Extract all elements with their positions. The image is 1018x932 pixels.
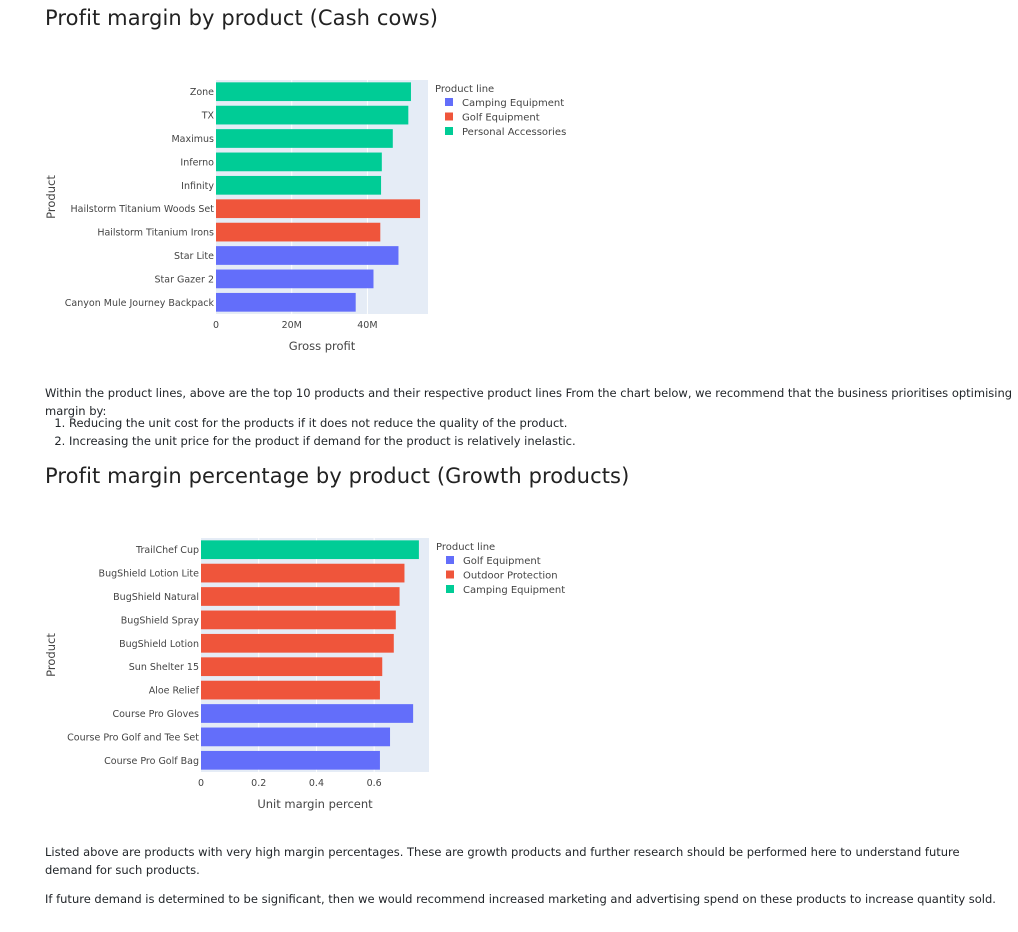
x-tick-label: 0.2 [251,778,266,789]
y-tick-label: BugShield Lotion [119,639,199,650]
bar[interactable] [201,704,414,723]
bar[interactable] [216,105,409,125]
x-tick-label: 0.6 [367,778,382,789]
bar[interactable] [201,587,400,606]
y-tick-label: BugShield Spray [121,615,200,626]
x-tick-label: 0.4 [309,778,324,789]
legend-swatch[interactable] [446,585,454,593]
y-tick-label: Maximus [171,134,214,145]
y-tick-label: Star Gazer 2 [155,274,215,285]
x-tick-label: 0 [213,320,219,331]
y-tick-label: TX [201,111,215,122]
y-tick-label: Infinity [181,181,214,192]
section-title-growth-products: Profit margin percentage by product (Gro… [45,464,630,488]
y-tick-label: Hailstorm Titanium Irons [97,228,214,239]
bar[interactable] [201,563,405,583]
legend-item[interactable]: Outdoor Protection [463,571,558,582]
y-tick-label: Course Pro Gloves [112,709,199,720]
recommendation-item: Increasing the unit price for the produc… [69,432,576,450]
bar[interactable] [201,680,380,700]
growth-products-bar-chart: TrailChef Cup BugShield Lotion Lite BugShi… [44,538,565,811]
x-tick-label: 40M [357,320,377,331]
y-tick-label: Star Lite [174,251,214,262]
bar[interactable] [201,610,396,630]
cash-cows-description: Within the product lines, above are the … [45,386,1013,418]
bar[interactable] [216,246,399,265]
x-tick-label: 0 [198,778,204,789]
growth-paragraph-2: If future demand is determined to be sig… [45,892,996,906]
bar[interactable] [216,269,374,289]
bar[interactable] [201,750,380,770]
legend-item[interactable]: Golf Equipment [463,556,541,567]
x-axis-label: Gross profit [289,339,356,353]
y-tick-label: Sun Shelter 15 [129,662,199,673]
y-tick-label: TrailChef Cup [135,545,199,556]
y-tick-label: Aloe Relief [149,686,200,697]
bar[interactable] [216,199,421,219]
legend-swatch[interactable] [445,98,453,106]
bar[interactable] [216,292,356,312]
x-tick-label: 20M [282,320,302,331]
legend-swatch[interactable] [445,127,453,135]
bar[interactable] [201,657,383,677]
bar[interactable] [216,82,411,102]
growth-paragraph-1: Listed above are products with very high… [45,845,960,877]
section-title-cash-cows: Profit margin by product (Cash cows) [45,6,439,30]
legend-item[interactable]: Camping Equipment [463,585,565,596]
legend-swatch[interactable] [445,112,453,121]
y-tick-label: Zone [190,87,214,98]
bar[interactable] [201,727,391,747]
bar[interactable] [201,633,394,653]
y-axis-label: Product [44,175,58,219]
bar[interactable] [216,222,381,242]
cash-cows-bar-chart: Zone TX Maximus Inferno Infinity Hailstorm Ti… [44,80,566,353]
bar[interactable] [201,540,419,560]
y-tick-label: Course Pro Golf and Tee Set [67,732,199,743]
bar[interactable] [216,152,382,172]
legend-title: Product line [436,542,495,553]
y-axis-label: Product [44,633,58,677]
legend-item[interactable]: Personal Accessories [462,127,566,138]
legend-title: Product line [435,84,494,95]
y-tick-label: Inferno [180,157,214,168]
y-tick-label: Hailstorm Titanium Woods Set [71,204,215,215]
y-tick-label: BugShield Lotion Lite [99,569,200,580]
legend-item[interactable]: Camping Equipment [462,98,564,109]
y-tick-label: Course Pro Golf Bag [104,756,199,767]
legend-item[interactable]: Golf Equipment [462,113,540,124]
bar[interactable] [216,175,382,195]
y-tick-label: BugShield Natural [113,592,199,603]
y-tick-label: Canyon Mule Journey Backpack [65,298,215,309]
legend-swatch[interactable] [446,556,454,564]
legend-swatch[interactable] [446,570,454,579]
bar[interactable] [216,129,393,148]
x-axis-label: Unit margin percent [257,797,373,811]
recommendation-item: Reducing the unit cost for the products … [69,414,576,432]
recommendation-list: Reducing the unit cost for the products … [45,414,576,450]
